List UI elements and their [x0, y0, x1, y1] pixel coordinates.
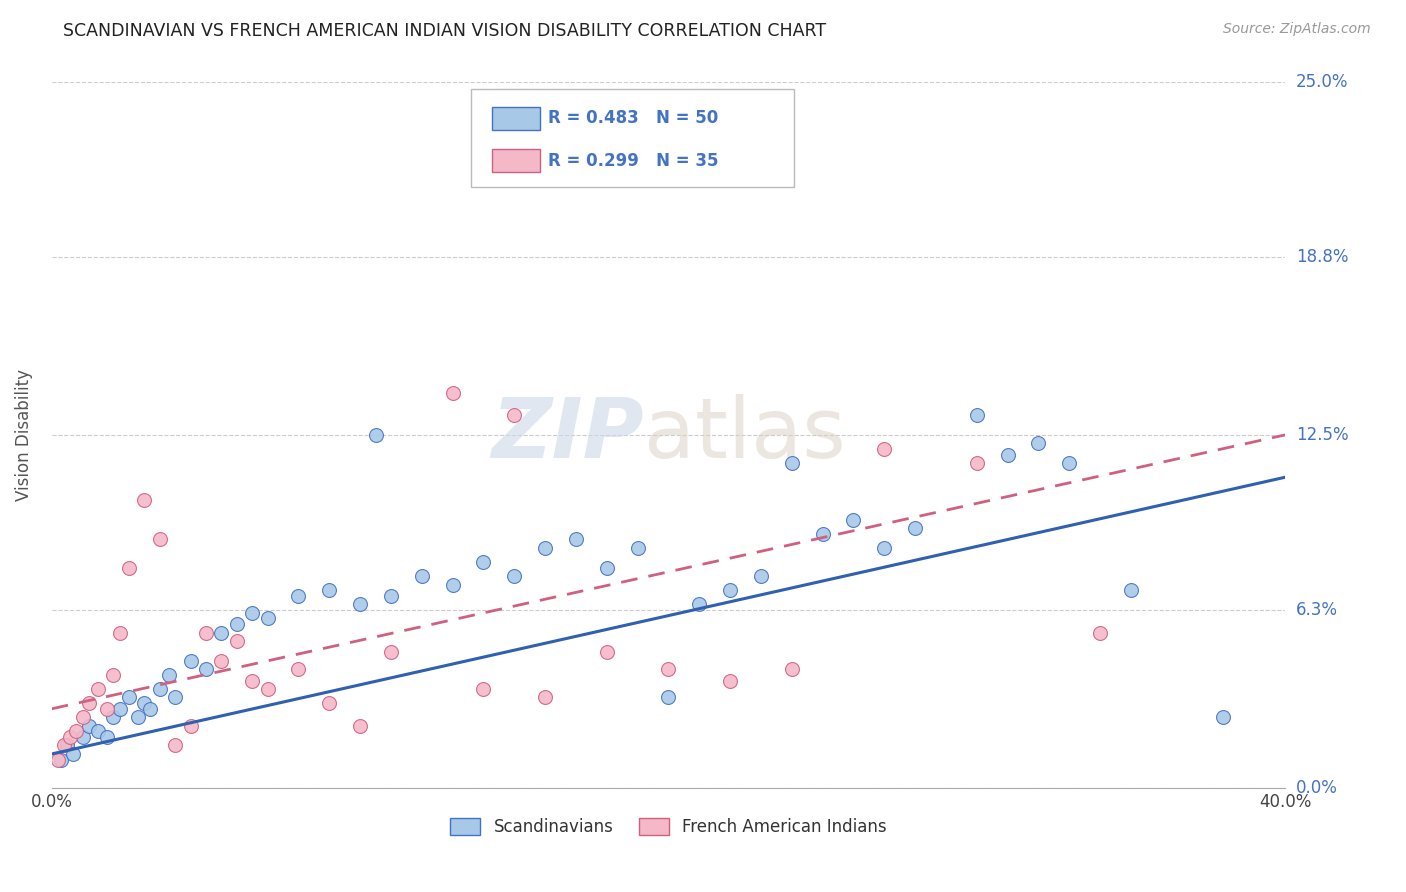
Point: [503, 569, 526, 583]
Point: [157, 668, 180, 682]
Point: [103, 668, 125, 682]
Point: [472, 555, 495, 569]
Point: [565, 533, 588, 547]
Point: [179, 719, 201, 733]
Point: [534, 541, 557, 555]
Text: 12.5%: 12.5%: [1296, 425, 1348, 444]
Point: [96, 730, 118, 744]
Text: ZIP: ZIP: [491, 394, 644, 475]
Point: [1088, 625, 1111, 640]
Text: 0.0%: 0.0%: [1296, 779, 1339, 797]
Point: [87, 681, 110, 696]
Point: [749, 569, 772, 583]
Point: [179, 654, 201, 668]
Point: [108, 702, 131, 716]
Point: [441, 577, 464, 591]
Point: [134, 492, 156, 507]
Point: [688, 597, 710, 611]
Point: [534, 690, 557, 705]
Point: [411, 569, 433, 583]
Point: [780, 456, 803, 470]
Point: [240, 673, 263, 688]
Text: atlas: atlas: [644, 394, 845, 475]
Point: [318, 696, 340, 710]
Point: [256, 681, 278, 696]
Point: [96, 702, 118, 716]
Text: 25.0%: 25.0%: [1296, 73, 1348, 91]
Point: [966, 408, 988, 422]
Point: [966, 456, 988, 470]
Text: R = 0.299   N = 35: R = 0.299 N = 35: [548, 152, 718, 169]
Point: [59, 730, 82, 744]
Point: [596, 560, 619, 574]
Point: [194, 662, 217, 676]
Point: [718, 583, 741, 598]
Point: [657, 690, 679, 705]
Point: [165, 690, 187, 705]
Point: [87, 724, 110, 739]
Point: [72, 730, 94, 744]
Point: [165, 739, 187, 753]
Text: Source: ZipAtlas.com: Source: ZipAtlas.com: [1223, 22, 1371, 37]
Point: [56, 739, 79, 753]
Point: [225, 634, 247, 648]
Point: [72, 710, 94, 724]
Point: [240, 606, 263, 620]
Point: [118, 560, 141, 574]
Point: [287, 662, 309, 676]
Point: [718, 673, 741, 688]
Point: [380, 645, 402, 659]
Point: [225, 617, 247, 632]
Text: 6.3%: 6.3%: [1296, 601, 1339, 619]
Point: [441, 385, 464, 400]
Point: [349, 597, 371, 611]
Point: [1057, 456, 1080, 470]
Point: [134, 696, 156, 710]
Point: [149, 533, 172, 547]
Point: [997, 448, 1019, 462]
Point: [873, 442, 896, 456]
Point: [127, 710, 149, 724]
Text: R = 0.483   N = 50: R = 0.483 N = 50: [548, 109, 718, 128]
Point: [364, 428, 387, 442]
Point: [256, 611, 278, 625]
Text: SCANDINAVIAN VS FRENCH AMERICAN INDIAN VISION DISABILITY CORRELATION CHART: SCANDINAVIAN VS FRENCH AMERICAN INDIAN V…: [63, 22, 827, 40]
Point: [149, 681, 172, 696]
Point: [596, 645, 619, 659]
Point: [77, 696, 100, 710]
Point: [472, 681, 495, 696]
Point: [503, 408, 526, 422]
Point: [657, 662, 679, 676]
Point: [53, 739, 76, 753]
Point: [1119, 583, 1142, 598]
Point: [209, 625, 232, 640]
Legend: Scandinavians, French American Indians: Scandinavians, French American Indians: [444, 812, 893, 843]
Point: [194, 625, 217, 640]
Point: [626, 541, 648, 555]
Point: [811, 526, 834, 541]
Point: [1212, 710, 1234, 724]
Text: 18.8%: 18.8%: [1296, 248, 1348, 266]
Point: [118, 690, 141, 705]
Point: [103, 710, 125, 724]
Point: [46, 753, 69, 767]
Point: [209, 654, 232, 668]
Point: [287, 589, 309, 603]
Point: [318, 583, 340, 598]
Point: [1028, 436, 1050, 450]
Point: [780, 662, 803, 676]
Point: [77, 719, 100, 733]
Point: [873, 541, 896, 555]
Point: [904, 521, 927, 535]
Point: [842, 513, 865, 527]
Point: [139, 702, 162, 716]
Point: [49, 753, 72, 767]
Point: [380, 589, 402, 603]
Point: [108, 625, 131, 640]
Point: [62, 747, 84, 761]
Point: [65, 724, 87, 739]
Y-axis label: Vision Disability: Vision Disability: [15, 369, 32, 501]
Point: [349, 719, 371, 733]
